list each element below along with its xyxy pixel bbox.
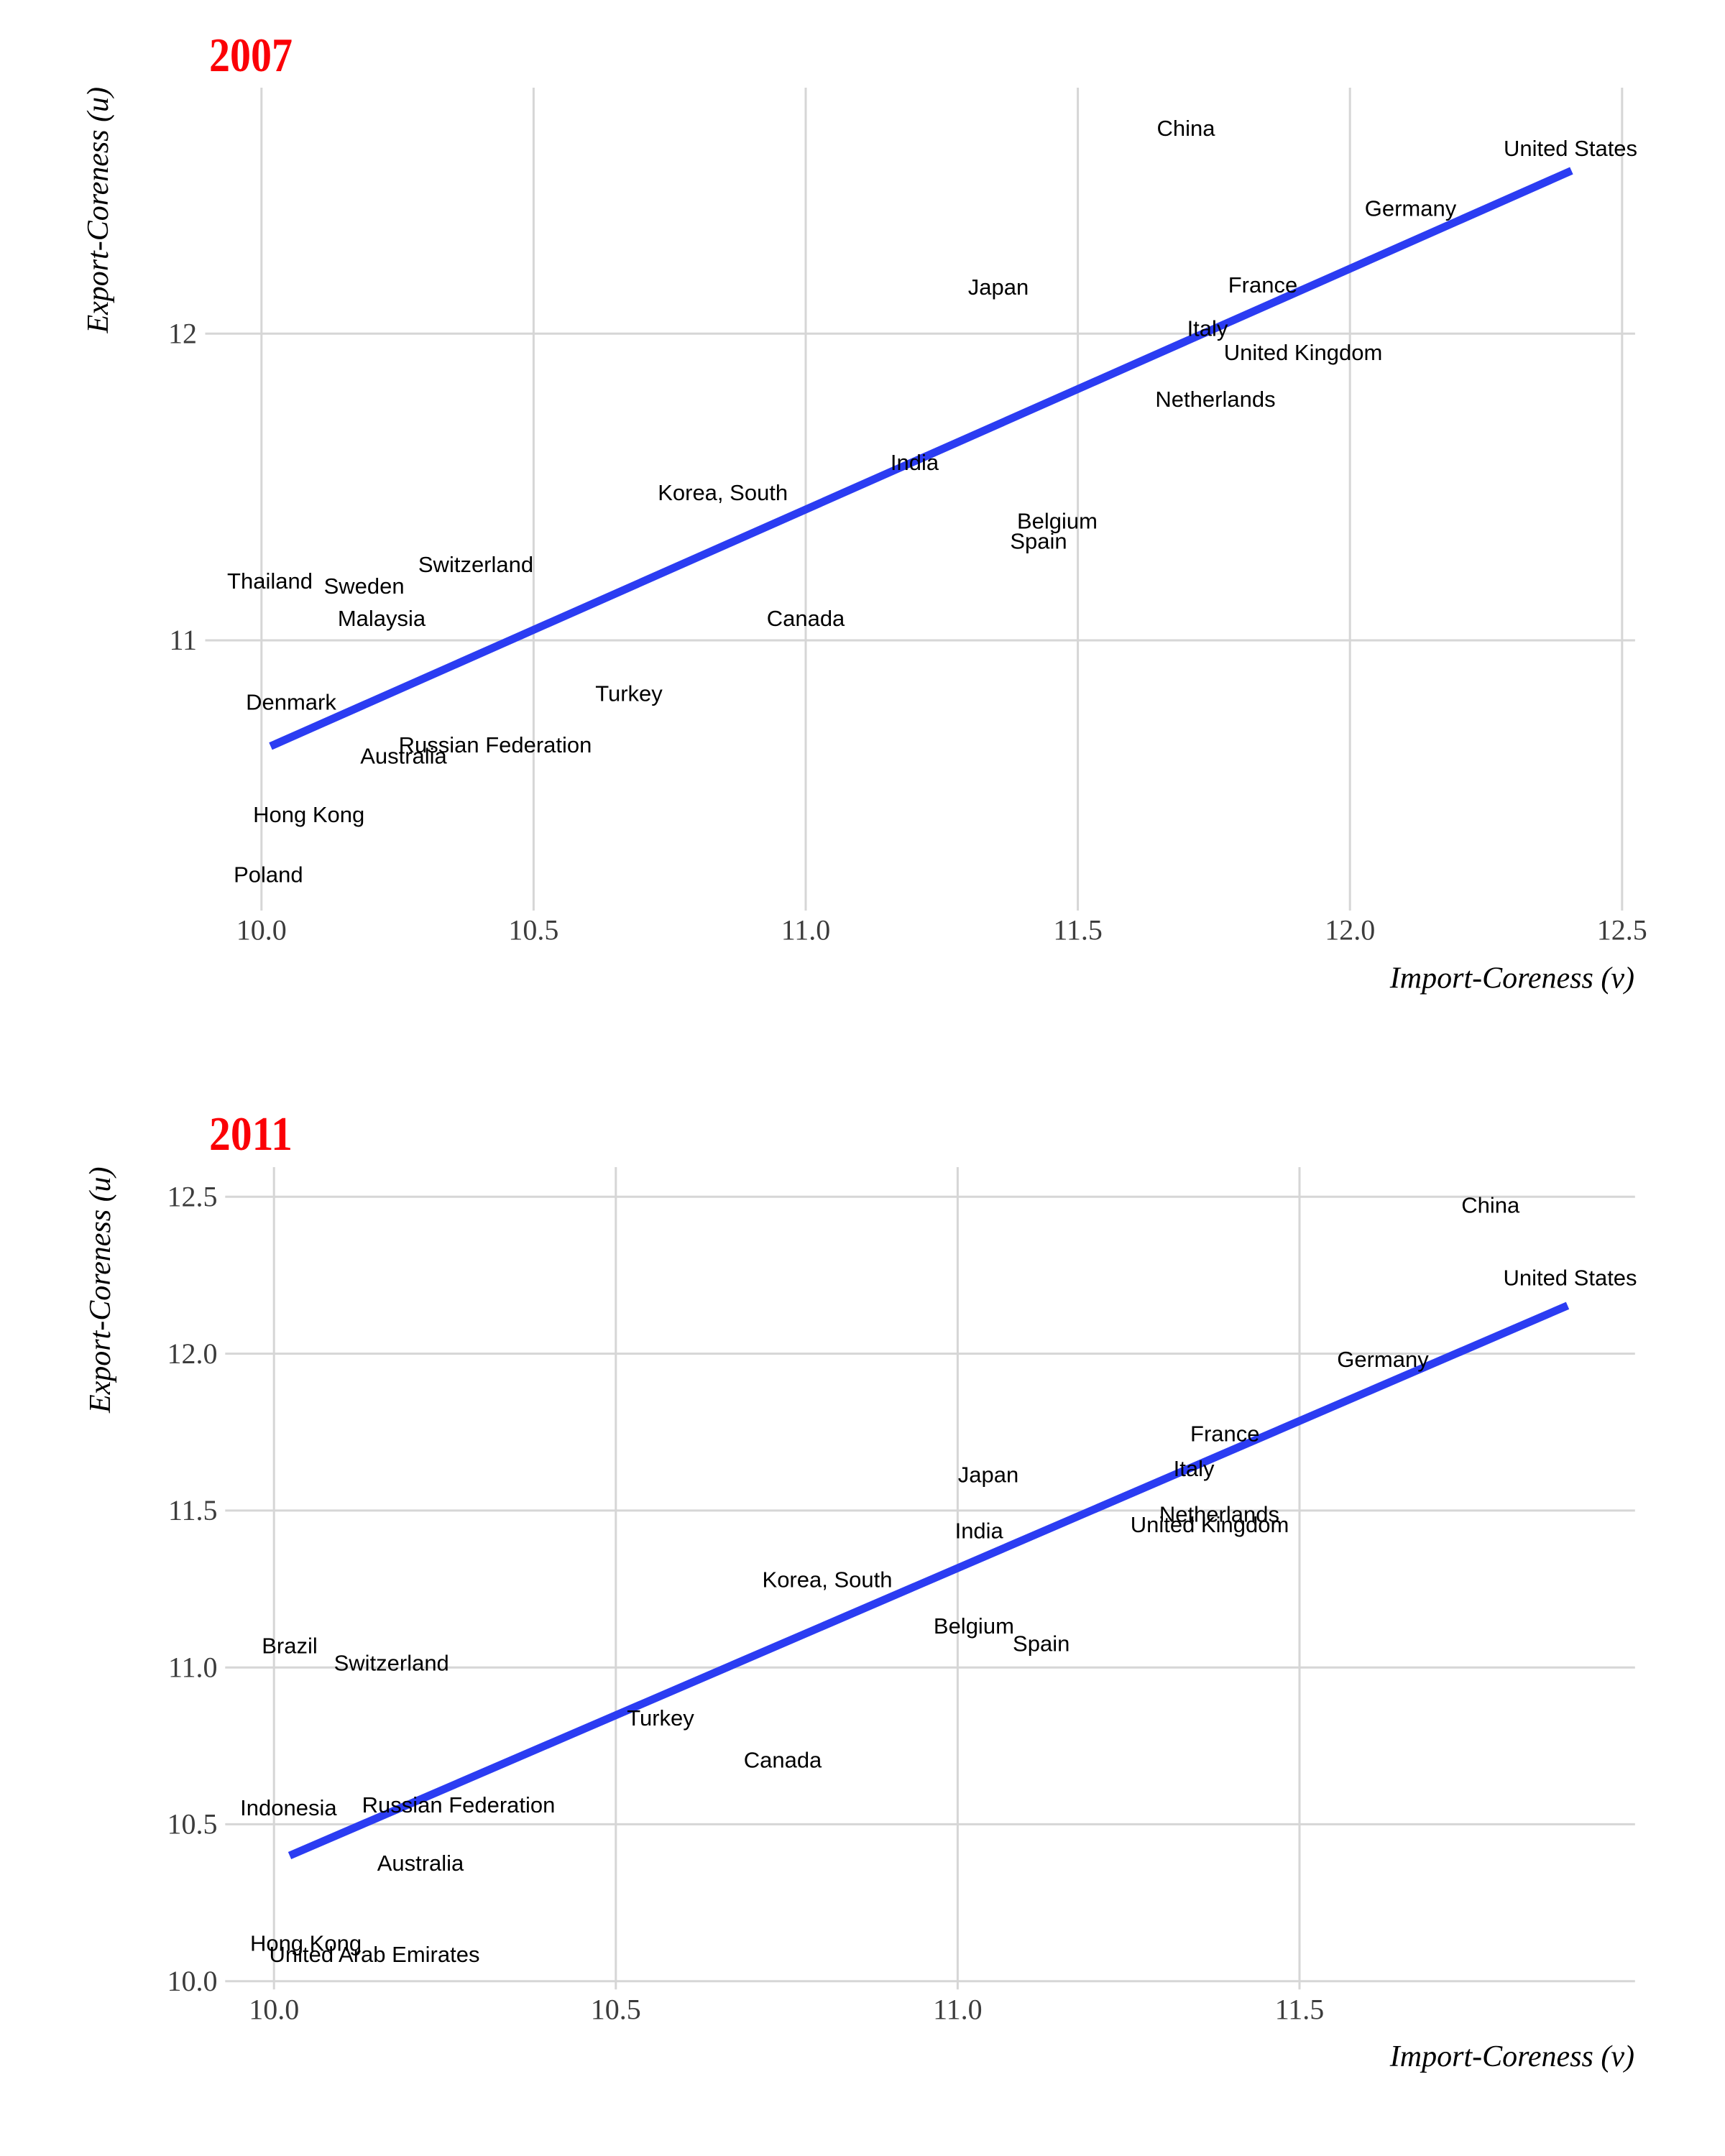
svg-text:11.5: 11.5 — [168, 1494, 218, 1526]
svg-text:Russian Federation: Russian Federation — [362, 1792, 556, 1818]
svg-text:Italy: Italy — [1187, 316, 1228, 341]
svg-text:Sweden: Sweden — [324, 573, 405, 599]
svg-text:2007: 2007 — [209, 29, 293, 82]
svg-text:Japan: Japan — [958, 1462, 1018, 1488]
svg-text:11.0: 11.0 — [933, 1994, 983, 2026]
svg-text:Malaysia: Malaysia — [338, 606, 426, 631]
svg-text:United Kingdom: United Kingdom — [1131, 1512, 1289, 1537]
svg-text:France: France — [1190, 1421, 1259, 1446]
svg-text:12.5: 12.5 — [167, 1181, 218, 1213]
svg-text:11.5: 11.5 — [1053, 914, 1103, 946]
svg-text:2011: 2011 — [209, 1107, 293, 1161]
svg-text:Australia: Australia — [377, 1851, 464, 1876]
svg-text:India: India — [891, 450, 939, 475]
svg-text:11.0: 11.0 — [781, 914, 831, 946]
svg-text:Thailand: Thailand — [227, 568, 313, 594]
svg-text:10.5: 10.5 — [591, 1994, 641, 2026]
svg-text:Denmark: Denmark — [246, 690, 336, 715]
svg-text:10.0: 10.0 — [236, 914, 287, 946]
svg-text:12.0: 12.0 — [167, 1337, 218, 1370]
svg-text:Switzerland: Switzerland — [418, 552, 533, 577]
svg-text:France: France — [1228, 272, 1297, 298]
svg-text:United Arab Emirates: United Arab Emirates — [270, 1942, 480, 1967]
svg-text:United Kingdom: United Kingdom — [1224, 340, 1383, 365]
svg-text:Belgium: Belgium — [934, 1613, 1014, 1639]
svg-text:Korea, South: Korea, South — [763, 1567, 893, 1593]
svg-text:Poland: Poland — [234, 862, 303, 888]
svg-text:Netherlands: Netherlands — [1155, 387, 1275, 412]
svg-text:Export-Coreness (u): Export-Coreness (u) — [84, 1166, 117, 1414]
svg-text:Germany: Germany — [1365, 196, 1457, 221]
svg-text:12.5: 12.5 — [1597, 914, 1647, 946]
svg-text:India: India — [955, 1519, 1004, 1544]
svg-text:Netherlands: Netherlands — [1159, 1501, 1279, 1526]
svg-text:Export-Coreness (u): Export-Coreness (u) — [82, 87, 115, 334]
svg-text:Import-Coreness (v): Import-Coreness (v) — [1389, 2040, 1634, 2073]
svg-text:Hong Kong: Hong Kong — [253, 802, 364, 827]
svg-text:Spain: Spain — [1010, 529, 1067, 554]
svg-text:Korea, South: Korea, South — [658, 480, 788, 505]
svg-text:Indonesia: Indonesia — [240, 1795, 337, 1820]
svg-text:Turkey: Turkey — [627, 1705, 694, 1731]
svg-text:Turkey: Turkey — [595, 681, 663, 706]
svg-text:Germany: Germany — [1337, 1347, 1429, 1372]
svg-text:10.0: 10.0 — [167, 1965, 218, 1997]
svg-text:Russian Federation: Russian Federation — [399, 732, 592, 757]
svg-text:12.0: 12.0 — [1325, 914, 1375, 946]
svg-text:11: 11 — [169, 624, 197, 656]
svg-text:Australia: Australia — [360, 744, 447, 769]
svg-text:Italy: Italy — [1174, 1456, 1215, 1481]
svg-text:Belgium: Belgium — [1017, 509, 1098, 534]
svg-text:10.0: 10.0 — [249, 1994, 299, 2026]
svg-text:10.5: 10.5 — [508, 914, 558, 946]
svg-text:United States: United States — [1504, 136, 1637, 161]
svg-text:Japan: Japan — [968, 275, 1029, 300]
svg-text:China: China — [1157, 116, 1216, 141]
svg-text:11.0: 11.0 — [168, 1651, 218, 1683]
svg-text:12: 12 — [168, 318, 197, 350]
svg-text:Canada: Canada — [744, 1747, 822, 1772]
svg-text:10.5: 10.5 — [167, 1808, 218, 1841]
svg-text:China: China — [1461, 1193, 1520, 1218]
svg-text:Import-Coreness (v): Import-Coreness (v) — [1389, 962, 1634, 995]
svg-text:11.5: 11.5 — [1275, 1994, 1325, 2026]
svg-text:Switzerland: Switzerland — [334, 1651, 449, 1676]
svg-text:United States: United States — [1503, 1266, 1637, 1291]
svg-text:Hong Kong: Hong Kong — [250, 1931, 362, 1956]
svg-text:Brazil: Brazil — [262, 1633, 318, 1658]
svg-text:Spain: Spain — [1013, 1631, 1070, 1657]
svg-text:Canada: Canada — [767, 606, 845, 631]
